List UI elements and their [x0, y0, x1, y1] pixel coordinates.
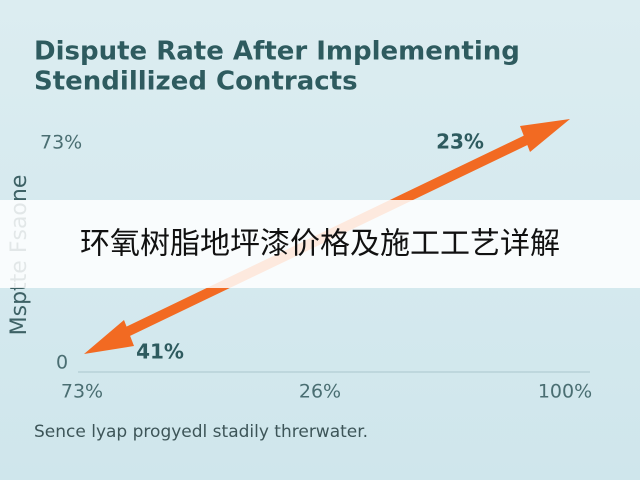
x-tick-label: 26%	[299, 381, 341, 403]
title-line: Stendillized Contracts	[34, 67, 358, 97]
y-tick-label: 73%	[40, 132, 82, 154]
x-tick-label: 100%	[538, 381, 592, 403]
annotation: 23%	[436, 130, 484, 154]
title-line: Dispute Rate After Implementing	[34, 37, 520, 67]
banner-band	[0, 200, 640, 288]
annotation: 41%	[136, 340, 184, 364]
banner-text: 环氧树脂地坪漆价格及施工工艺详解	[80, 227, 560, 262]
y-tick-label: 0	[56, 352, 68, 374]
caption: Sence lyap progyedl stadily threrwater.	[34, 422, 368, 442]
x-tick-label: 73%	[61, 381, 103, 403]
